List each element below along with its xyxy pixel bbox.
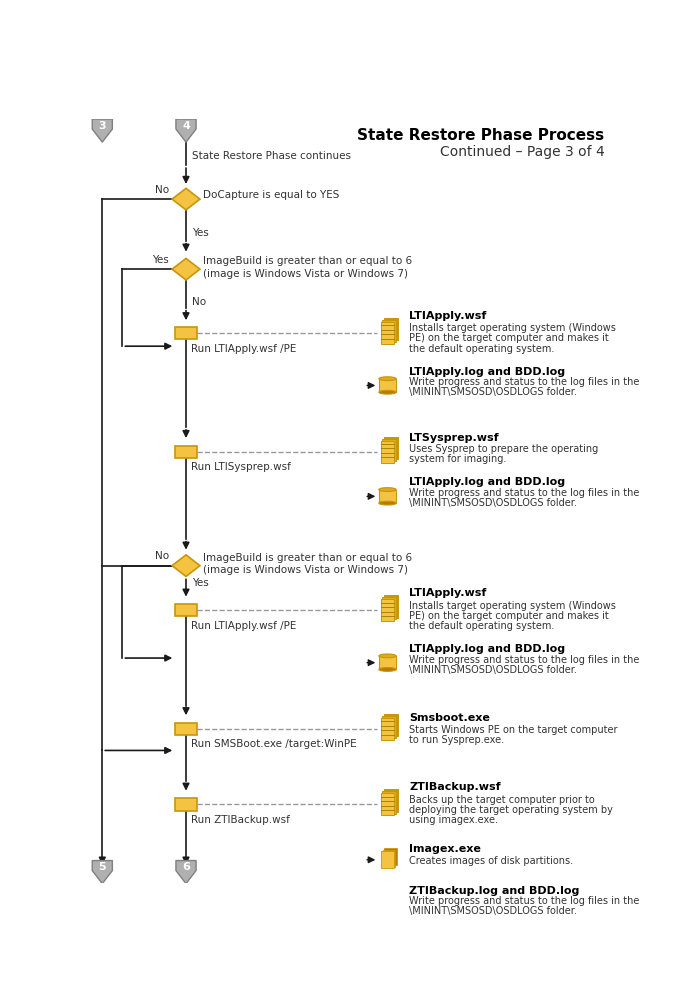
Polygon shape [172, 555, 200, 576]
FancyBboxPatch shape [175, 799, 197, 810]
Text: Imagex.exe: Imagex.exe [409, 844, 481, 854]
Text: LTIApply.wsf: LTIApply.wsf [409, 588, 486, 598]
Text: LTIApply.log and BDD.log: LTIApply.log and BDD.log [409, 644, 565, 654]
Text: (image is Windows Vista or Windows 7): (image is Windows Vista or Windows 7) [203, 565, 408, 575]
Ellipse shape [379, 896, 396, 900]
FancyBboxPatch shape [381, 851, 394, 868]
Text: Continued – Page 3 of 4: Continued – Page 3 of 4 [440, 145, 604, 160]
FancyBboxPatch shape [175, 723, 197, 735]
Text: using imagex.exe.: using imagex.exe. [409, 814, 498, 824]
FancyBboxPatch shape [381, 440, 394, 462]
Text: Write progress and status to the log files in the: Write progress and status to the log fil… [409, 897, 640, 907]
Ellipse shape [379, 654, 396, 658]
Text: ImageBuild is greater than or equal to 6: ImageBuild is greater than or equal to 6 [203, 257, 412, 267]
Text: No: No [155, 552, 169, 561]
FancyBboxPatch shape [175, 327, 197, 339]
Text: deploying the target operating system by: deploying the target operating system by [409, 805, 613, 814]
Text: Run SMSBoot.exe /target:WinPE: Run SMSBoot.exe /target:WinPE [191, 739, 356, 749]
Text: \MININT\SMSOSD\OSDLOGS folder.: \MININT\SMSOSD\OSDLOGS folder. [409, 388, 577, 398]
Text: Creates images of disk partitions.: Creates images of disk partitions. [409, 856, 574, 866]
Text: Uses Sysprep to prepare the operating: Uses Sysprep to prepare the operating [409, 443, 598, 453]
Text: State Restore Phase Process: State Restore Phase Process [357, 128, 604, 143]
Text: Yes: Yes [152, 255, 169, 265]
Text: \MININT\SMSOSD\OSDLOGS folder.: \MININT\SMSOSD\OSDLOGS folder. [409, 907, 577, 917]
FancyBboxPatch shape [381, 322, 394, 344]
Text: PE) on the target computer and makes it: PE) on the target computer and makes it [409, 611, 609, 621]
FancyBboxPatch shape [383, 597, 396, 619]
Text: DoCapture is equal to YES: DoCapture is equal to YES [203, 189, 340, 199]
FancyBboxPatch shape [385, 436, 398, 459]
FancyBboxPatch shape [385, 595, 398, 618]
Text: Write progress and status to the log files in the: Write progress and status to the log fil… [409, 377, 640, 388]
Text: Installs target operating system (Windows: Installs target operating system (Window… [409, 601, 616, 611]
Text: PE) on the target computer and makes it: PE) on the target computer and makes it [409, 333, 609, 343]
Polygon shape [172, 258, 200, 280]
Text: Run LTIApply.wsf /PE: Run LTIApply.wsf /PE [191, 343, 296, 353]
FancyBboxPatch shape [381, 599, 394, 621]
Text: Yes: Yes [192, 577, 209, 587]
Text: system for imaging.: system for imaging. [409, 453, 507, 463]
Text: Run ZTIBackup.wsf: Run ZTIBackup.wsf [191, 814, 290, 824]
Text: ZTIBackup.wsf: ZTIBackup.wsf [409, 783, 501, 793]
Text: ZTIBackup.log and BDD.log: ZTIBackup.log and BDD.log [409, 886, 580, 896]
Text: No: No [155, 185, 169, 194]
Text: 3: 3 [98, 121, 106, 131]
FancyBboxPatch shape [175, 445, 197, 458]
Ellipse shape [379, 488, 396, 491]
FancyBboxPatch shape [379, 656, 396, 670]
FancyBboxPatch shape [383, 320, 396, 342]
Text: Write progress and status to the log files in the: Write progress and status to the log fil… [409, 655, 640, 665]
Text: to run Sysprep.exe.: to run Sysprep.exe. [409, 735, 504, 745]
Polygon shape [176, 860, 196, 884]
Text: 5: 5 [98, 862, 106, 873]
Text: Starts Windows PE on the target computer: Starts Windows PE on the target computer [409, 725, 618, 735]
Text: \MININT\SMSOSD\OSDLOGS folder.: \MININT\SMSOSD\OSDLOGS folder. [409, 498, 577, 508]
Text: LTIApply.wsf: LTIApply.wsf [409, 311, 486, 321]
Polygon shape [92, 860, 113, 884]
Text: \MININT\SMSOSD\OSDLOGS folder.: \MININT\SMSOSD\OSDLOGS folder. [409, 665, 577, 675]
Text: ImageBuild is greater than or equal to 6: ImageBuild is greater than or equal to 6 [203, 553, 412, 562]
FancyBboxPatch shape [381, 794, 394, 815]
Polygon shape [172, 188, 200, 210]
Ellipse shape [379, 501, 396, 505]
FancyBboxPatch shape [385, 848, 397, 865]
Text: Write progress and status to the log files in the: Write progress and status to the log fil… [409, 488, 640, 498]
Text: Run LTISysprep.wsf: Run LTISysprep.wsf [191, 462, 291, 472]
Text: the default operating system.: the default operating system. [409, 621, 554, 631]
Ellipse shape [379, 377, 396, 381]
Text: State Restore Phase continues: State Restore Phase continues [192, 151, 351, 161]
Text: 4: 4 [182, 121, 190, 131]
FancyBboxPatch shape [383, 438, 396, 461]
FancyBboxPatch shape [383, 792, 396, 813]
Text: LTSysprep.wsf: LTSysprep.wsf [409, 433, 499, 442]
Polygon shape [176, 119, 196, 142]
Text: LTIApply.log and BDD.log: LTIApply.log and BDD.log [409, 367, 565, 377]
FancyBboxPatch shape [381, 718, 394, 740]
FancyBboxPatch shape [379, 379, 396, 392]
FancyBboxPatch shape [385, 714, 398, 736]
Text: LTIApply.log and BDD.log: LTIApply.log and BDD.log [409, 477, 565, 487]
Ellipse shape [379, 668, 396, 672]
Text: Backs up the target computer prior to: Backs up the target computer prior to [409, 795, 595, 805]
Text: the default operating system.: the default operating system. [409, 343, 554, 353]
Text: Smsboot.exe: Smsboot.exe [409, 713, 490, 723]
Text: Run LTIApply.wsf /PE: Run LTIApply.wsf /PE [191, 621, 296, 631]
Text: No: No [192, 298, 207, 308]
Ellipse shape [379, 390, 396, 394]
FancyBboxPatch shape [379, 490, 396, 503]
Polygon shape [92, 119, 113, 142]
Ellipse shape [379, 910, 396, 913]
FancyBboxPatch shape [385, 318, 398, 340]
Text: Installs target operating system (Windows: Installs target operating system (Window… [409, 323, 616, 333]
FancyBboxPatch shape [385, 790, 398, 811]
FancyBboxPatch shape [379, 898, 396, 912]
Text: Yes: Yes [192, 228, 209, 238]
Text: (image is Windows Vista or Windows 7): (image is Windows Vista or Windows 7) [203, 269, 408, 279]
FancyBboxPatch shape [175, 604, 197, 616]
Text: 6: 6 [182, 862, 190, 873]
FancyBboxPatch shape [383, 716, 396, 738]
FancyBboxPatch shape [383, 849, 396, 867]
